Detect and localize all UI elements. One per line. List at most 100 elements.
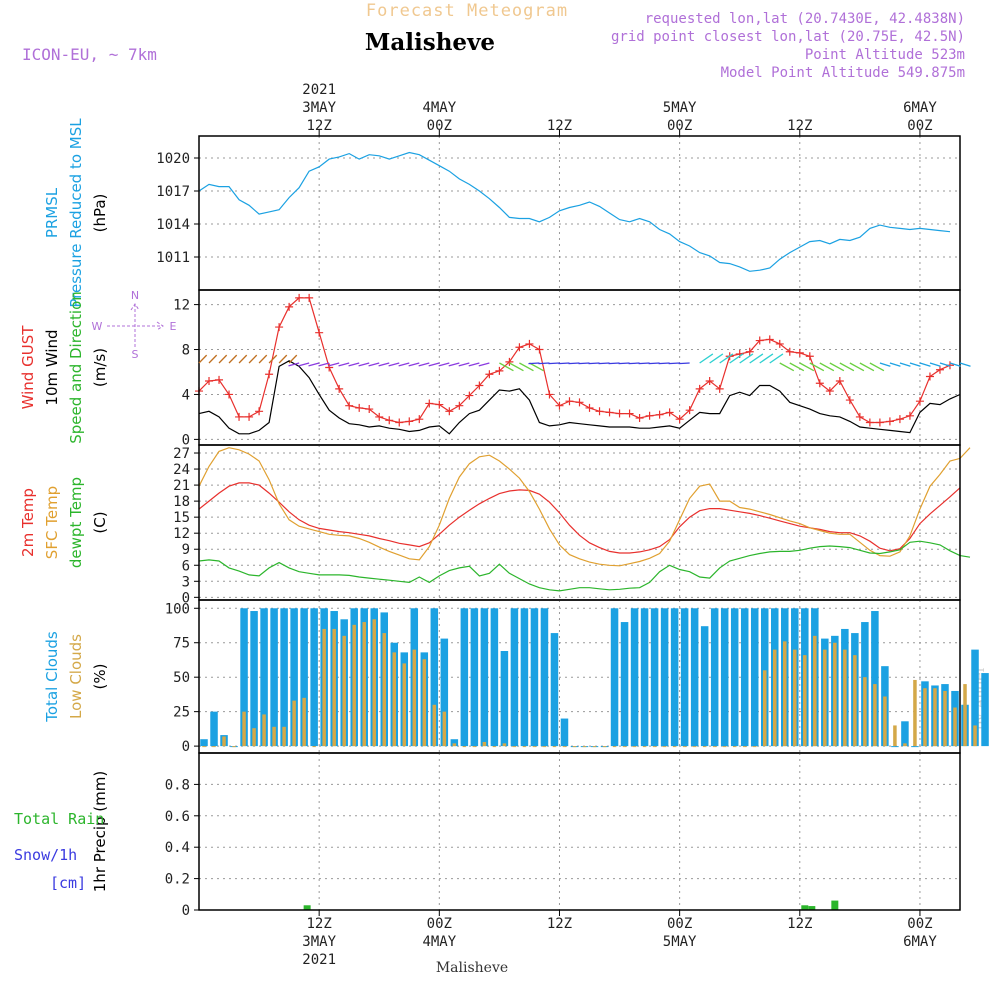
- rain-bar: [303, 905, 311, 910]
- wind-arrow: [769, 353, 784, 364]
- gust-marker: [355, 403, 364, 412]
- wind-arrow: [458, 362, 470, 367]
- wind-arrow: [548, 362, 560, 365]
- low-cloud-bar: [953, 707, 957, 747]
- wind-arrow: [809, 362, 825, 372]
- gust-marker: [285, 302, 294, 311]
- low-cloud-bar: [232, 746, 236, 748]
- gust-marker: [685, 406, 694, 415]
- wind-arrow: [538, 362, 550, 365]
- low-cloud-bar: [552, 746, 557, 748]
- bottom-time-label: 5MAY: [663, 934, 697, 950]
- legend-cm: [cm]: [50, 874, 86, 892]
- top-time-label: 12Z: [547, 118, 572, 134]
- wind-arrow: [408, 362, 420, 367]
- legend-total-rain: Total Rain: [14, 810, 104, 828]
- total-cloud-bar: [720, 608, 729, 747]
- gust-marker: [875, 418, 884, 427]
- gust-marker: [855, 412, 864, 421]
- panel-wind: 0 4 8 12 Wind GUST 10m Wind Speed and Directio…: [19, 289, 971, 448]
- low-cloud-bar: [412, 649, 417, 747]
- low-cloud-bar: [332, 628, 336, 747]
- gust-marker: [225, 390, 234, 399]
- wind-arrow: [228, 354, 238, 364]
- gust-marker: [555, 401, 564, 410]
- wind-arrow: [388, 362, 400, 367]
- total-cloud-bar: [530, 608, 539, 747]
- total-cloud-bar: [500, 651, 509, 747]
- top-time-label: 3MAY: [302, 100, 336, 116]
- wind-arrow: [308, 362, 320, 367]
- gust-marker: [535, 345, 544, 354]
- low-cloud-bar: [572, 746, 577, 748]
- low-cloud-bar: [562, 746, 567, 748]
- bottom-time-label: 00Z: [427, 916, 452, 932]
- gust-marker: [515, 343, 524, 352]
- gust-marker: [205, 376, 214, 385]
- low-cloud-bar: [242, 711, 246, 747]
- total-cloud-bar: [871, 611, 879, 747]
- low-cloud-bar: [752, 746, 757, 748]
- wind-arrow: [529, 362, 544, 372]
- low-cloud-bar: [382, 633, 386, 747]
- info-line-4: Model Point Altitude 549.875m: [721, 65, 965, 81]
- wind-arrow: [668, 362, 680, 365]
- gust-marker: [825, 387, 834, 396]
- low-cloud-bar: [803, 655, 807, 747]
- wind-arrow: [909, 362, 921, 367]
- ytick-label: 9: [182, 542, 190, 558]
- total-cloud-bar: [510, 608, 519, 747]
- wind-arrow: [789, 362, 805, 372]
- low-cloud-bar: [432, 704, 437, 747]
- gust-marker: [445, 407, 454, 416]
- panel-frame: [198, 752, 961, 911]
- wind-arrow: [318, 362, 330, 367]
- total-cloud-bar: [290, 608, 298, 747]
- gust-marker: [255, 407, 264, 416]
- low-cloud-bar: [252, 728, 256, 747]
- gust-marker: [475, 381, 484, 390]
- wind-arrow: [618, 362, 630, 365]
- wind-arrow: [779, 362, 795, 372]
- total-cloud-bar: [710, 608, 719, 747]
- wind-arrow: [949, 362, 961, 367]
- total-cloud-bar: [901, 721, 909, 747]
- low-cloud-bar: [502, 743, 507, 747]
- ylabel-1hr-precip-mm-: 1hr Precip (mm): [91, 771, 109, 892]
- wind-arrow: [448, 362, 460, 367]
- wind-arrow: [328, 362, 340, 367]
- gust-marker: [325, 363, 334, 372]
- gust-marker: [245, 412, 254, 421]
- low-cloud-bar: [442, 711, 447, 747]
- low-cloud-bar: [933, 688, 937, 747]
- wind-arrow: [378, 362, 390, 367]
- compass-s: S: [132, 348, 139, 361]
- bottom-time-label: 12Z: [307, 916, 332, 932]
- wind-arrow: [849, 362, 865, 372]
- low-cloud-bar: [943, 690, 947, 747]
- wind-arrow: [468, 362, 480, 367]
- total-cloud-bar: [440, 638, 449, 747]
- wind-arrow: [749, 353, 764, 364]
- low-cloud-bar: [472, 746, 477, 748]
- ytick-label: 27: [173, 446, 190, 462]
- ylabel--m-s-: (m/s): [91, 348, 109, 387]
- low-cloud-bar: [973, 725, 977, 747]
- low-cloud-bar: [212, 746, 216, 748]
- ylabel--hpa-: (hPa): [91, 194, 109, 233]
- wind-arrow: [428, 362, 440, 367]
- ylabel-2m-temp: 2m Temp: [19, 488, 37, 557]
- wind-arrow: [819, 362, 835, 372]
- gust-marker: [705, 376, 714, 385]
- low-cloud-bar: [492, 746, 497, 748]
- total-cloud-bar: [310, 608, 318, 747]
- panel-clouds: 0 25 50 75 100 Total Clouds Low Clouds (%): [43, 599, 989, 755]
- ylabel-wind-gust: Wind GUST: [19, 325, 37, 410]
- bottom-time-label: 2021: [302, 952, 336, 968]
- wind-arrow: [839, 362, 855, 372]
- low-cloud-bar: [312, 746, 316, 748]
- wind-arrow: [558, 362, 570, 365]
- total-cloud-bar: [971, 649, 979, 747]
- ytick-label: 12: [173, 298, 190, 314]
- low-cloud-bar: [342, 635, 346, 747]
